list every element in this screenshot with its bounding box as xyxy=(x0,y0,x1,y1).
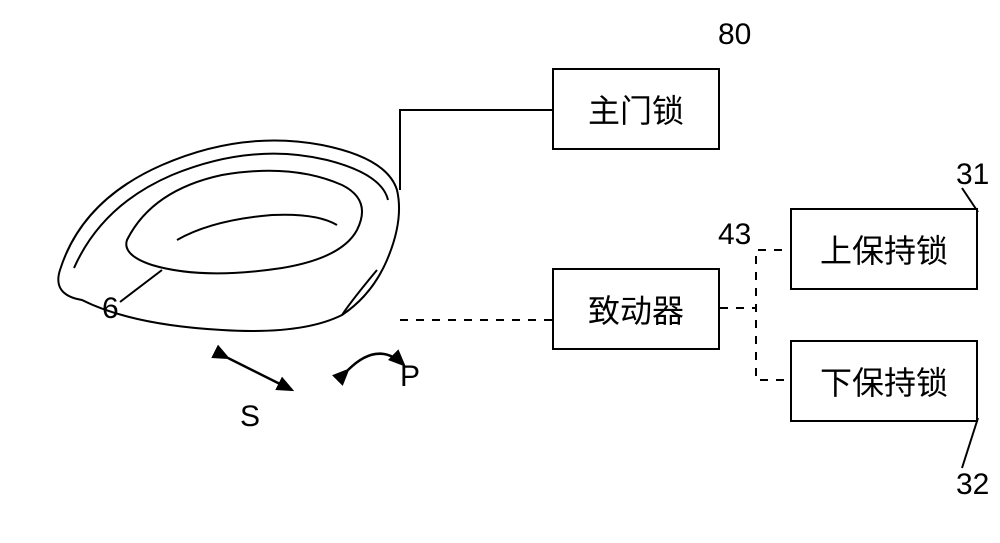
ref-43: 43 xyxy=(718,218,751,252)
ref-32: 32 xyxy=(956,468,989,502)
box-upper-hold: 上保持锁 xyxy=(790,208,978,290)
box-main-lock-label: 主门锁 xyxy=(588,86,684,132)
box-actuator-label: 致动器 xyxy=(588,286,684,332)
box-lower-hold: 下保持锁 xyxy=(790,340,978,422)
arrow-p xyxy=(348,354,404,370)
label-p: P xyxy=(400,360,420,394)
label-6: 6 xyxy=(102,292,119,326)
arrow-s xyxy=(228,358,292,390)
ref-31: 31 xyxy=(956,158,989,192)
box-actuator: 致动器 xyxy=(552,268,720,350)
box-upper-hold-label: 上保持锁 xyxy=(820,226,948,272)
box-main-lock: 主门锁 xyxy=(552,68,720,150)
label-s: S xyxy=(240,400,260,434)
ref-80: 80 xyxy=(718,18,751,52)
box-lower-hold-label: 下保持锁 xyxy=(820,358,948,404)
